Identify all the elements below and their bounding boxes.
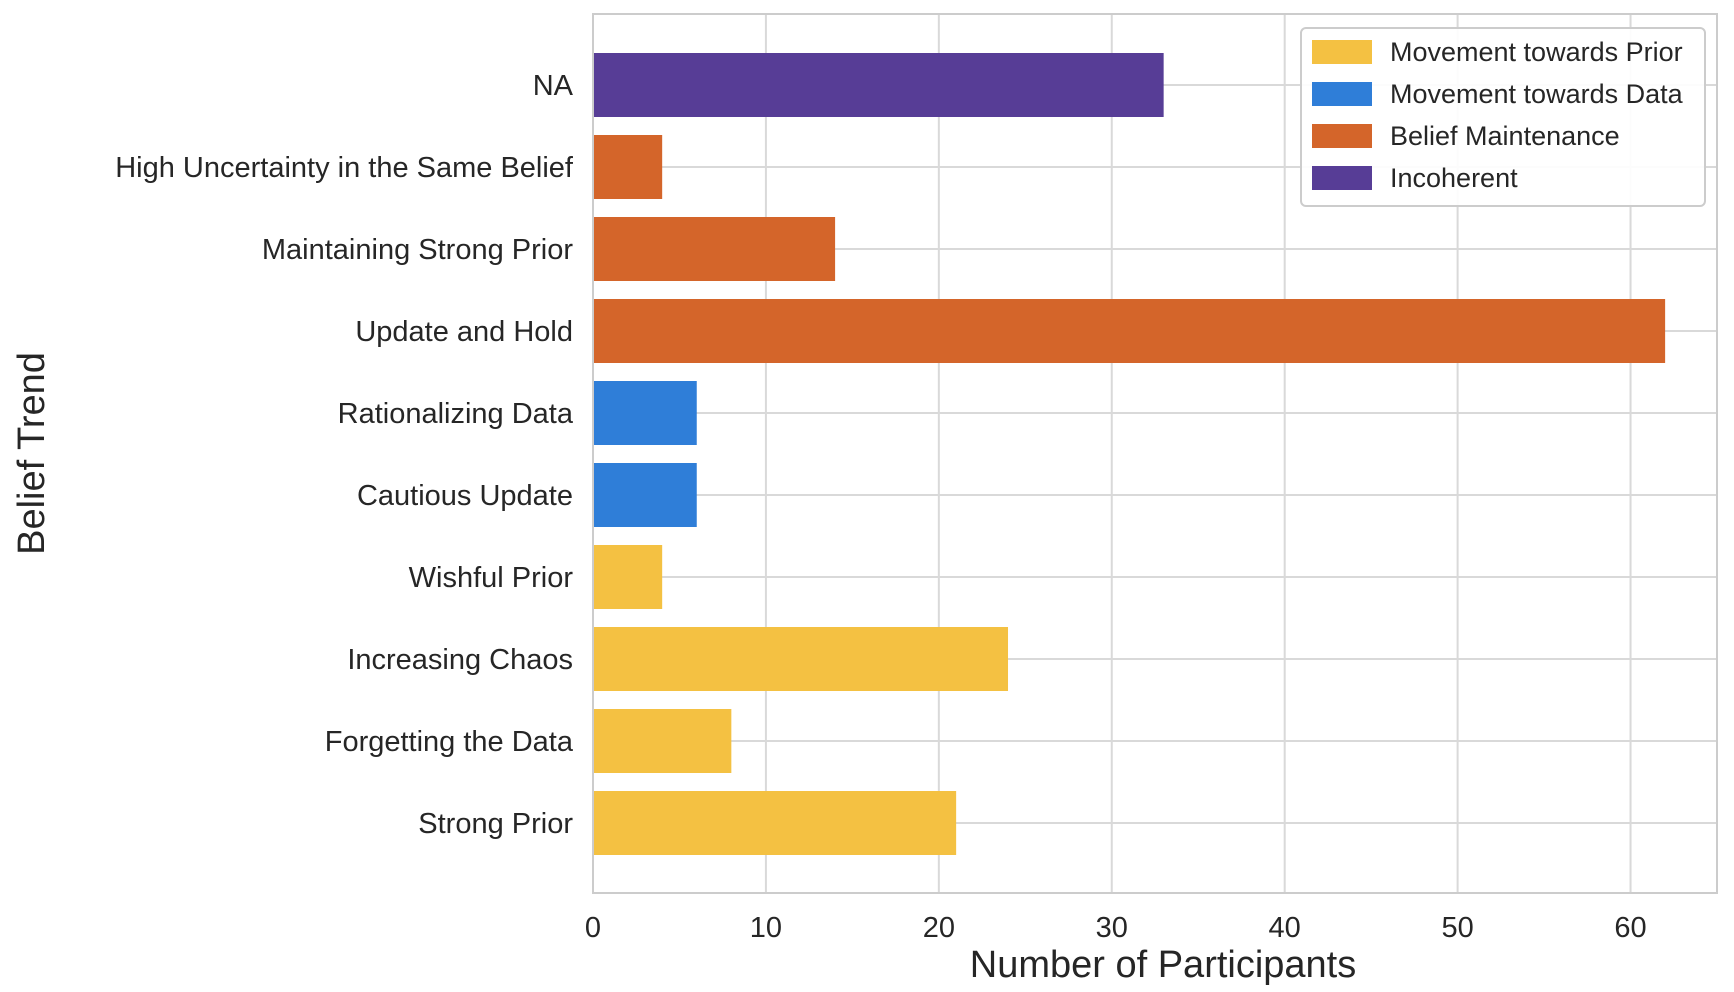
y-tick-label: High Uncertainty in the Same Belief: [115, 152, 574, 184]
plot-frame: [592, 13, 1718, 894]
x-tick-label: 20: [923, 912, 955, 944]
y-tick-label: Increasing Chaos: [347, 644, 573, 676]
x-tick-label: 30: [1096, 912, 1128, 944]
legend-label: Movement towards Prior: [1390, 37, 1683, 67]
x-tick-labels: 0 10 20 30 40 50 60: [585, 912, 1647, 944]
bar: [593, 53, 1164, 117]
legend-label: Belief Maintenance: [1390, 121, 1620, 151]
legend-swatch: [1312, 82, 1372, 106]
x-tick-label: 10: [750, 912, 782, 944]
bar: [593, 791, 957, 855]
legend-swatch: [1312, 166, 1372, 190]
legend-swatch: [1312, 124, 1372, 148]
legend: Movement towards Prior Movement towards D…: [1300, 27, 1706, 207]
y-tick-labels: Strong Prior Forgetting the Data Increasin…: [115, 70, 574, 840]
bar: [593, 217, 836, 281]
bar: [593, 299, 1666, 363]
y-tick-label: Rationalizing Data: [338, 398, 574, 430]
x-tick-label: 40: [1269, 912, 1301, 944]
bars: [593, 53, 1666, 855]
y-tick-label: Update and Hold: [355, 316, 573, 348]
legend-label: Movement towards Data: [1390, 79, 1684, 109]
legend-frame: [1300, 27, 1706, 207]
y-tick-label: Forgetting the Data: [325, 726, 574, 758]
x-axis-label: Number of Participants: [970, 944, 1357, 986]
bar: [593, 627, 1009, 691]
y-tick-label: Maintaining Strong Prior: [262, 234, 573, 266]
legend-swatch: [1312, 40, 1372, 64]
y-axis-label: Belief Trend: [11, 352, 53, 555]
x-tick-label: 60: [1614, 912, 1646, 944]
bar: [593, 709, 732, 773]
bar: [593, 135, 663, 199]
y-tick-label: Cautious Update: [357, 480, 573, 512]
legend-label: Incoherent: [1390, 163, 1518, 193]
y-tick-label: Wishful Prior: [409, 562, 574, 594]
y-tick-label: NA: [533, 70, 574, 102]
x-tick-label: 50: [1441, 912, 1473, 944]
bar: [593, 463, 697, 527]
x-tick-label: 0: [585, 912, 601, 944]
bar: [593, 381, 697, 445]
y-tick-label: Strong Prior: [418, 808, 573, 840]
bar: [593, 545, 663, 609]
